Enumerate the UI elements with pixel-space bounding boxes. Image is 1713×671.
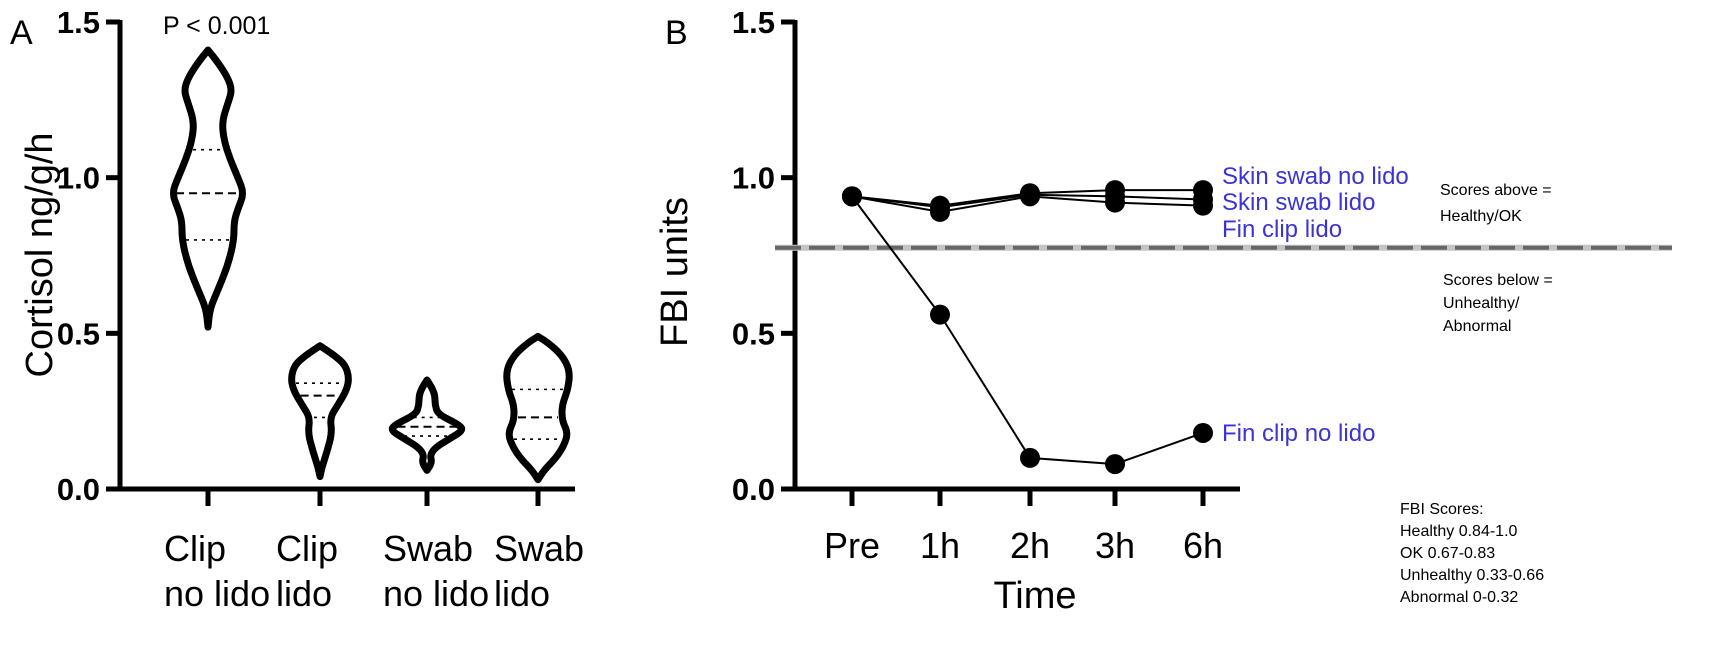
y-tick-label: 0.0 <box>732 472 775 507</box>
series-label: Fin clip no lido <box>1222 420 1375 447</box>
y-tick-label: 1.5 <box>732 5 775 40</box>
note-above: Scores above = <box>1440 182 1552 199</box>
x-tick-label: Pre <box>824 525 880 566</box>
fbi-score-legend: Unhealthy 0.33-0.66 <box>1400 567 1544 584</box>
data-point <box>1105 454 1125 475</box>
violin <box>388 376 466 474</box>
x-category-label: lido <box>276 573 332 614</box>
x-tick-label: 2h <box>1010 525 1050 566</box>
fbi-score-legend: Abnormal 0-0.32 <box>1400 589 1518 606</box>
note-above: Healthy/OK <box>1440 208 1522 225</box>
fbi-score-legend: Healthy 0.84-1.0 <box>1400 523 1518 540</box>
y-axis-title: FBI units <box>654 197 696 347</box>
data-point <box>930 201 950 222</box>
x-category-label: Swab <box>494 528 584 569</box>
y-tick-label: 1.0 <box>732 161 775 196</box>
p-value-annotation: P < 0.001 <box>163 12 270 40</box>
y-axis-title: Cortisol ng/g/h <box>19 132 61 377</box>
y-tick-label: 1.5 <box>57 5 100 40</box>
data-point <box>1105 192 1125 213</box>
data-point <box>1193 422 1213 443</box>
x-tick-label: 3h <box>1095 525 1135 566</box>
fbi-score-legend: OK 0.67-0.83 <box>1400 545 1495 562</box>
y-tick-label: 0.5 <box>57 316 100 351</box>
data-point <box>1020 447 1040 468</box>
data-point <box>842 186 862 207</box>
y-tick-label: 0.5 <box>732 316 775 351</box>
line-chart: 0.0 0.5 1.0 1.5 Pre 1h 2h 3h 6h Time FBI units Skin… <box>654 5 1672 617</box>
violin <box>170 46 246 331</box>
x-category-label: no lido <box>383 573 489 614</box>
x-category-label: no lido <box>164 573 270 614</box>
note-below: Scores below = <box>1443 272 1553 289</box>
x-category-label: Swab <box>383 528 473 569</box>
y-tick-label: 0.0 <box>57 472 100 507</box>
x-category-label: lido <box>494 573 550 614</box>
violin <box>288 342 352 481</box>
data-point <box>930 304 950 325</box>
data-point <box>1020 186 1040 207</box>
fbi-score-legend: FBI Scores: <box>1400 501 1484 518</box>
series-label: Skin swab lido <box>1222 189 1375 216</box>
x-category-label: Clip <box>164 528 226 569</box>
series-label: Skin swab no lido <box>1222 163 1409 190</box>
panel-label-a: A <box>10 14 33 52</box>
note-below: Abnormal <box>1443 318 1511 335</box>
series-line <box>851 195 1204 466</box>
violin <box>503 332 573 484</box>
x-axis-title: Time <box>993 575 1076 617</box>
note-below: Unhealthy/ <box>1443 295 1520 312</box>
data-point <box>1193 195 1213 216</box>
y-tick-label: 1.0 <box>57 161 100 196</box>
panel-label-b: B <box>665 14 688 52</box>
series-label: Fin clip lido <box>1222 216 1342 243</box>
x-tick-label: 1h <box>920 525 960 566</box>
x-tick-label: 6h <box>1183 525 1223 566</box>
x-category-label: Clip <box>276 528 338 569</box>
